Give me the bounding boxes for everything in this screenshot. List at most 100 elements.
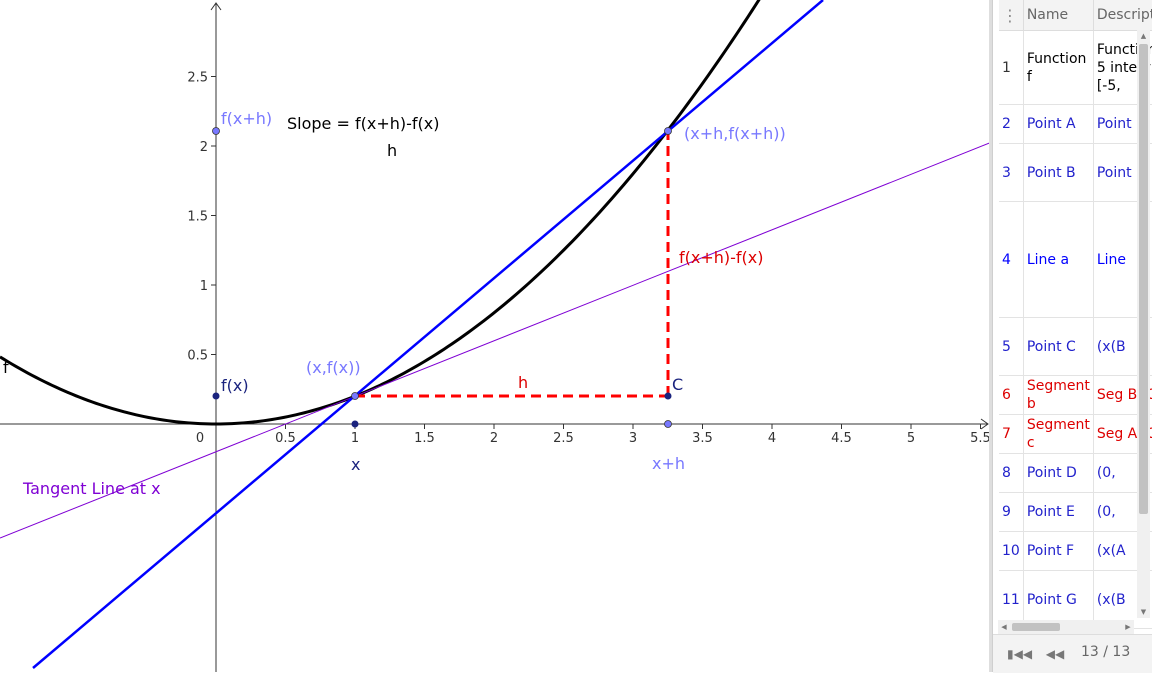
panel-divider[interactable] xyxy=(989,0,992,672)
row-number: 11 xyxy=(999,570,1024,629)
table-row[interactable]: 3 Point B Point xyxy=(999,143,1152,202)
rewind-icon: ◀◀ xyxy=(1045,647,1065,661)
x-tick-label: 4 xyxy=(768,431,776,446)
point-c[interactable] xyxy=(664,392,672,400)
x-tick-label: 5.5 xyxy=(970,431,991,446)
row-number: 5 xyxy=(999,317,1024,376)
row-number: 1 xyxy=(999,30,1024,105)
row-number: 2 xyxy=(999,104,1024,144)
row-name: Point D xyxy=(1023,453,1094,493)
label-delta-y: f(x+h)-f(x) xyxy=(679,248,764,267)
vertical-scroll-thumb[interactable] xyxy=(1139,44,1148,514)
vertical-scrollbar[interactable]: ▲ ▼ xyxy=(1137,30,1150,618)
x-tick-label: 0 xyxy=(196,431,204,446)
scroll-up-arrow-icon[interactable]: ▲ xyxy=(1140,32,1147,40)
x-tick-label: 4.5 xyxy=(831,431,852,446)
row-number: 4 xyxy=(999,201,1024,318)
skip-to-start-icon: ▮◀◀ xyxy=(1007,647,1033,661)
label-f-x: f(x) xyxy=(221,376,249,395)
graphics-view[interactable]: 0 0.5 1 1.5 2 2.5 3 3.5 4 4.5 5 5.5 0.5 1 1.5 2 2.5 f Sl… xyxy=(0,0,992,672)
point-a[interactable] xyxy=(351,392,359,400)
function-f-label: f xyxy=(3,358,9,377)
slope-denominator: h xyxy=(387,141,397,160)
y-tick-label: 2 xyxy=(200,140,208,155)
row-number: 3 xyxy=(999,143,1024,202)
tangent-line[interactable] xyxy=(0,141,992,539)
table-row[interactable]: 2 Point A Point xyxy=(999,104,1152,144)
y-tick-label: 2.5 xyxy=(187,71,208,86)
label-x-plus-h: x+h xyxy=(652,454,685,473)
column-header-name[interactable]: Name xyxy=(1023,0,1094,31)
x-tick-label: 2 xyxy=(490,431,498,446)
label-point-c: C xyxy=(672,375,683,394)
table-row[interactable]: 6 Segment b Seg B, C xyxy=(999,375,1152,415)
x-tick-label: 1.5 xyxy=(414,431,435,446)
y-axis-arrow xyxy=(210,2,222,11)
row-number: 6 xyxy=(999,375,1024,415)
label-point-xh-fxh: (x+h,f(x+h)) xyxy=(684,124,786,143)
row-name: Point F xyxy=(1023,531,1094,571)
scroll-left-arrow-icon[interactable]: ◀ xyxy=(1001,623,1007,631)
protocol-navigation-bar: ▮◀◀ ◀◀ 13 / 13 xyxy=(993,634,1152,673)
label-point-x-fx: (x,f(x)) xyxy=(306,358,361,377)
y-tick-label: 0.5 xyxy=(187,349,208,364)
first-step-button[interactable]: ▮◀◀ xyxy=(1007,645,1033,663)
row-name: Point B xyxy=(1023,143,1094,202)
x-tick-label: 1 xyxy=(351,431,359,446)
table-row[interactable]: 10 Point F (x(A xyxy=(999,531,1152,571)
row-name: Function f xyxy=(1023,30,1094,105)
slope-numerator: Slope = f(x+h)-f(x) xyxy=(287,114,439,133)
horizontal-scrollbar[interactable]: ◀ ▶ xyxy=(998,620,1134,634)
table-row[interactable]: 7 Segment c Seg A, C xyxy=(999,414,1152,454)
y-tick-label: 1 xyxy=(200,279,208,294)
row-name: Point G xyxy=(1023,570,1094,629)
row-number: 9 xyxy=(999,492,1024,532)
row-name: Segment c xyxy=(1023,414,1094,454)
table-row[interactable]: 4 Line a Line xyxy=(999,201,1152,318)
label-x: x xyxy=(351,455,360,474)
y-tick-label: 1.5 xyxy=(187,210,208,225)
point-b[interactable] xyxy=(664,127,672,135)
row-number: 8 xyxy=(999,453,1024,493)
horizontal-scroll-thumb[interactable] xyxy=(1012,623,1060,631)
column-menu-button[interactable]: ⋮ xyxy=(999,0,1024,31)
column-header-description[interactable]: Description xyxy=(1093,0,1152,31)
x-tick-label: 2.5 xyxy=(553,431,574,446)
secant-line-a[interactable] xyxy=(32,0,824,669)
graph-canvas[interactable]: 0 0.5 1 1.5 2 2.5 3 3.5 4 4.5 5 5.5 0.5 1 1.5 2 2.5 f Sl… xyxy=(0,0,992,672)
row-name: Point E xyxy=(1023,492,1094,532)
row-number: 7 xyxy=(999,414,1024,454)
x-axis-arrow xyxy=(980,418,989,430)
point-e[interactable] xyxy=(212,127,220,135)
table-row[interactable]: 8 Point D (0, xyxy=(999,453,1152,493)
row-number: 10 xyxy=(999,531,1024,571)
x-tick-label: 0.5 xyxy=(275,431,296,446)
point-d[interactable] xyxy=(212,392,220,400)
scroll-down-arrow-icon[interactable]: ▼ xyxy=(1140,608,1147,616)
scroll-right-arrow-icon[interactable]: ▶ xyxy=(1125,623,1131,631)
label-tangent-line: Tangent Line at x xyxy=(22,479,161,498)
x-tick-label: 3 xyxy=(629,431,637,446)
previous-step-button[interactable]: ◀◀ xyxy=(1043,645,1067,663)
row-name: Point A xyxy=(1023,104,1094,144)
row-name: Line a xyxy=(1023,201,1094,318)
table-header-row: ⋮ Name Description xyxy=(999,0,1152,31)
x-tick-label: 5 xyxy=(907,431,915,446)
more-vertical-icon[interactable]: ⋮ xyxy=(1002,5,1018,25)
table-row[interactable]: 9 Point E (0, xyxy=(999,492,1152,532)
point-f[interactable] xyxy=(351,420,359,428)
row-name: Point C xyxy=(1023,317,1094,376)
point-g[interactable] xyxy=(664,420,672,428)
function-f-curve[interactable] xyxy=(0,0,768,426)
step-counter: 13 / 13 xyxy=(1081,644,1131,660)
label-delta-x: h xyxy=(518,373,528,392)
x-tick-label: 3.5 xyxy=(692,431,713,446)
axis-tick-labels: 0 0.5 1 1.5 2 2.5 3 3.5 4 4.5 5 5.5 0.5 1 1.5 2 2.5 xyxy=(187,71,991,447)
row-name: Segment b xyxy=(1023,375,1094,415)
label-f-x-plus-h: f(x+h) xyxy=(221,109,272,128)
table-row[interactable]: 5 Point C (x(B xyxy=(999,317,1152,376)
